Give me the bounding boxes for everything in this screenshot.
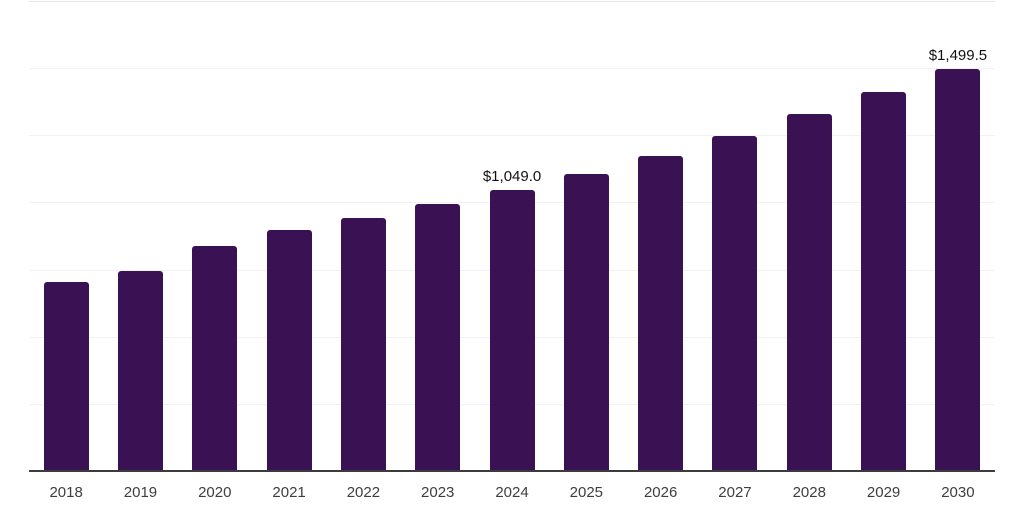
- bar-slot-2026: [624, 2, 698, 472]
- bar-slot-2018: [29, 2, 103, 472]
- bar-value-label-2024: $1,049.0: [482, 168, 542, 186]
- bar-2023: [415, 204, 461, 472]
- bar-2026: [638, 155, 684, 472]
- bar-slot-2030: $1,499.5: [921, 2, 995, 472]
- plot-area: $1,049.0 $1,499.5: [29, 1, 995, 472]
- gridline-1250: [29, 135, 995, 137]
- bar-value-label-2030: $1,499.5: [928, 47, 988, 65]
- bar-slot-2021: [252, 2, 326, 472]
- x-tick-label-2026: 2026: [643, 484, 678, 501]
- bar-slot-2027: [698, 2, 772, 472]
- x-tick-label-2019: 2019: [123, 484, 158, 501]
- bar-slot-2025: [549, 2, 623, 472]
- bar-2019: [117, 271, 163, 472]
- bar-slot-2028: [772, 2, 846, 472]
- bars-row: $1,049.0 $1,499.5: [29, 2, 995, 472]
- gridline-1750: [29, 1, 995, 2]
- bar-slot-2020: [178, 2, 252, 472]
- bar-2027: [712, 136, 758, 472]
- bar-slot-2019: [103, 2, 177, 472]
- x-axis-tick-labels: 2018 2019 2020 2021 2022 2023 2024 2025 2026 2027…: [29, 483, 995, 502]
- x-tick-label-2021: 2021: [272, 484, 306, 501]
- bar-slot-2022: [326, 2, 400, 472]
- x-tick-label-2020: 2020: [198, 484, 232, 501]
- x-tick-label-2027: 2027: [718, 484, 752, 501]
- x-tick-label-2030: 2030: [941, 484, 975, 501]
- bar-2025: [563, 174, 609, 472]
- x-tick-label-2028: 2028: [792, 484, 826, 501]
- bar-2022: [340, 218, 386, 472]
- bar-slot-2023: [401, 2, 475, 472]
- bar-2021: [266, 230, 312, 472]
- bar-2024: [489, 190, 535, 472]
- bar-2020: [192, 245, 238, 472]
- x-tick-label-2022: 2022: [346, 484, 381, 501]
- x-tick-label-2025: 2025: [569, 484, 604, 501]
- bar-2030: [935, 69, 981, 472]
- x-tick-label-2024: 2024: [495, 484, 529, 501]
- bar-2029: [861, 91, 907, 472]
- gridline-1500: [29, 68, 995, 70]
- x-tick-label-2018: 2018: [49, 484, 83, 501]
- bar-slot-2029: [846, 2, 920, 472]
- x-tick-label-2029: 2029: [866, 484, 901, 501]
- bar-2018: [43, 282, 89, 472]
- bar-2028: [786, 114, 832, 472]
- x-axis-line: [29, 470, 995, 472]
- bar-slot-2024: $1,049.0: [475, 2, 549, 472]
- x-tick-label-2023: 2023: [421, 484, 455, 501]
